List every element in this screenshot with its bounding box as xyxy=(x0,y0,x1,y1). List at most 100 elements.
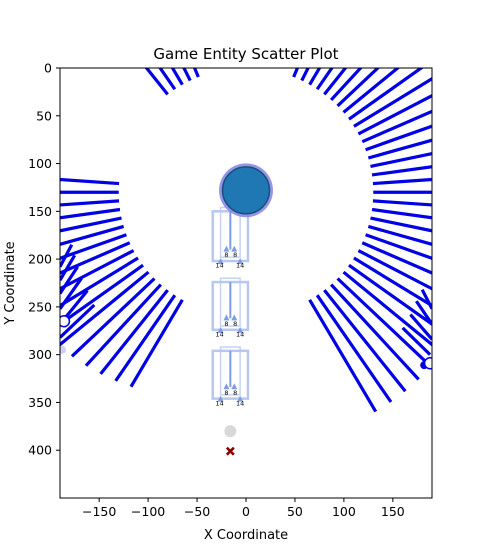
ray-line-46 xyxy=(60,249,135,291)
ray-line-50 xyxy=(70,277,156,358)
unit-label: 8 xyxy=(224,389,228,397)
ray-line-12 xyxy=(370,216,432,233)
y-axis-title: Y Coordinate xyxy=(3,241,18,325)
x-tick-label: 50 xyxy=(287,504,303,519)
y-tick-label: 350 xyxy=(28,395,52,410)
open-circle-1 xyxy=(423,357,432,370)
ray-line-52 xyxy=(99,289,169,375)
ray-line-53 xyxy=(114,294,177,382)
ray-line-1 xyxy=(315,294,393,403)
unit-label: 14 xyxy=(215,262,223,270)
ray-line-28 xyxy=(323,68,348,96)
unit-triangle xyxy=(223,314,230,321)
ray-line-13 xyxy=(371,207,432,220)
ray-line-37 xyxy=(144,68,169,96)
unit-label: 14 xyxy=(236,331,244,339)
ray-line-3 xyxy=(329,283,420,381)
enemy-stroke xyxy=(225,446,235,456)
ray-line-29 xyxy=(315,68,334,91)
lower-ray-8 xyxy=(415,300,432,325)
ray-line-51 xyxy=(84,283,163,367)
ray-line-14 xyxy=(372,199,432,207)
lower-ray-7 xyxy=(409,313,432,341)
ray-line-21 xyxy=(361,109,432,144)
unit-label: 8 xyxy=(224,320,228,328)
point-marker-2 xyxy=(224,425,237,438)
ray-line-4 xyxy=(336,277,432,368)
y-tick-label: 150 xyxy=(28,204,52,219)
lower-ray-0 xyxy=(60,303,96,339)
lower-ray-5 xyxy=(60,244,74,268)
boss-marker xyxy=(221,166,271,215)
unit-label: 14 xyxy=(236,262,244,270)
unit-triangle xyxy=(223,245,230,252)
ray-line-6 xyxy=(348,263,432,327)
x-tick-label: −100 xyxy=(131,504,165,519)
ray-line-17 xyxy=(371,165,432,177)
ray-line-25 xyxy=(342,68,401,114)
x-axis-title: X Coordinate xyxy=(204,528,288,543)
ray-line-35 xyxy=(170,68,184,86)
unit-label: 8 xyxy=(224,251,228,259)
unit-triangle xyxy=(217,326,224,333)
plot-area: 8 814 148 814 148 814 14 xyxy=(60,68,432,456)
enemy-marker xyxy=(225,446,235,456)
ray-line-26 xyxy=(336,68,381,108)
ray-line-20 xyxy=(365,124,432,152)
unit-label: 14 xyxy=(215,399,223,407)
unit-triangle xyxy=(237,395,244,402)
chart-title: Game Entity Scatter Plot xyxy=(153,45,338,63)
y-tick-label: 250 xyxy=(28,299,52,314)
ray-line-22 xyxy=(357,93,432,136)
lower-ray-6 xyxy=(401,326,432,356)
ray-line-33 xyxy=(192,68,200,78)
y-tick-label: 100 xyxy=(28,156,52,171)
ray-line-10 xyxy=(365,233,432,261)
y-tick-label: 0 xyxy=(44,61,52,76)
lower-ray-2 xyxy=(60,277,83,310)
unit-box-inner xyxy=(219,346,241,396)
ray-line-49 xyxy=(60,270,150,347)
unit-triangle xyxy=(237,326,244,333)
ray-line-11 xyxy=(367,224,432,246)
ray-line-38 xyxy=(60,177,120,186)
ray-line-2 xyxy=(323,289,407,393)
ray-line-0 xyxy=(308,298,378,413)
x-tick-label: −50 xyxy=(184,504,210,519)
y-tick-label: 300 xyxy=(28,347,52,362)
y-tick-label: 50 xyxy=(36,108,52,123)
unit-triangle xyxy=(217,258,224,265)
y-tick-label: 400 xyxy=(28,443,52,458)
x-tick-label: −150 xyxy=(82,504,116,519)
unit-group-1: 8 814 14 xyxy=(211,277,250,339)
unit-triangle xyxy=(223,383,230,390)
ray-line-18 xyxy=(370,151,432,168)
ray-line-40 xyxy=(60,199,120,207)
ray-line-16 xyxy=(372,177,432,186)
unit-group-2: 8 814 14 xyxy=(211,346,250,407)
unit-triangle xyxy=(231,314,238,321)
ray-line-5 xyxy=(342,270,432,347)
ray-line-23 xyxy=(353,76,432,128)
unit-label: 8 xyxy=(233,389,237,397)
lower-ray-9 xyxy=(420,288,432,310)
y-tick-label: 200 xyxy=(28,252,52,267)
ray-line-54 xyxy=(129,298,184,388)
ray-line-8 xyxy=(357,249,432,291)
unit-label: 8 xyxy=(233,320,237,328)
ray-line-36 xyxy=(158,68,177,91)
lower-ray-4 xyxy=(60,254,77,281)
unit-label: 14 xyxy=(236,399,244,407)
unit-triangle xyxy=(237,258,244,265)
unit-triangle xyxy=(231,245,238,252)
ray-line-42 xyxy=(60,216,122,233)
ray-line-41 xyxy=(60,207,121,220)
x-tick-label: 150 xyxy=(381,504,405,519)
ray-line-24 xyxy=(348,68,424,121)
x-tick-label: 0 xyxy=(242,504,250,519)
unit-triangle xyxy=(217,395,224,402)
ray-line-7 xyxy=(353,256,432,308)
unit-box-inner xyxy=(219,277,241,327)
ray-line-27 xyxy=(329,68,363,101)
ray-line-32 xyxy=(292,68,300,78)
